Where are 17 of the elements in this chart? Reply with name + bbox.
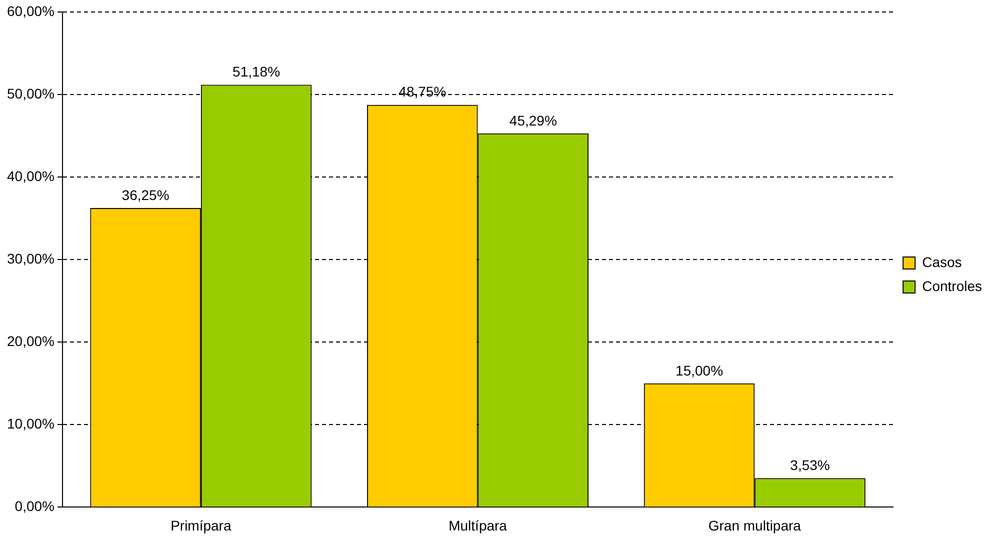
- x-tick-label: Primípara: [170, 517, 232, 534]
- y-tick-label: 20,00%: [7, 332, 54, 349]
- x-tick-label: Gran multipara: [708, 517, 802, 534]
- legend-label: Controles: [922, 278, 982, 294]
- data-label: 36,25%: [122, 186, 170, 203]
- data-label: 51,18%: [232, 64, 280, 80]
- y-tick-label: 50,00%: [7, 85, 54, 102]
- legend-label: Casos: [922, 254, 962, 270]
- y-tick-label: 60,00%: [7, 2, 54, 19]
- data-label: 3,53%: [790, 456, 830, 473]
- data-label: 45,29%: [509, 112, 557, 128]
- data-label: 15,00%: [676, 362, 724, 378]
- y-tick-label: 30,00%: [7, 250, 54, 266]
- y-tick-label: 40,00%: [7, 168, 54, 184]
- x-tick-label: Multípara: [448, 517, 508, 534]
- y-tick-label: 10,00%: [7, 416, 54, 432]
- y-tick-label: 0,00%: [14, 498, 54, 514]
